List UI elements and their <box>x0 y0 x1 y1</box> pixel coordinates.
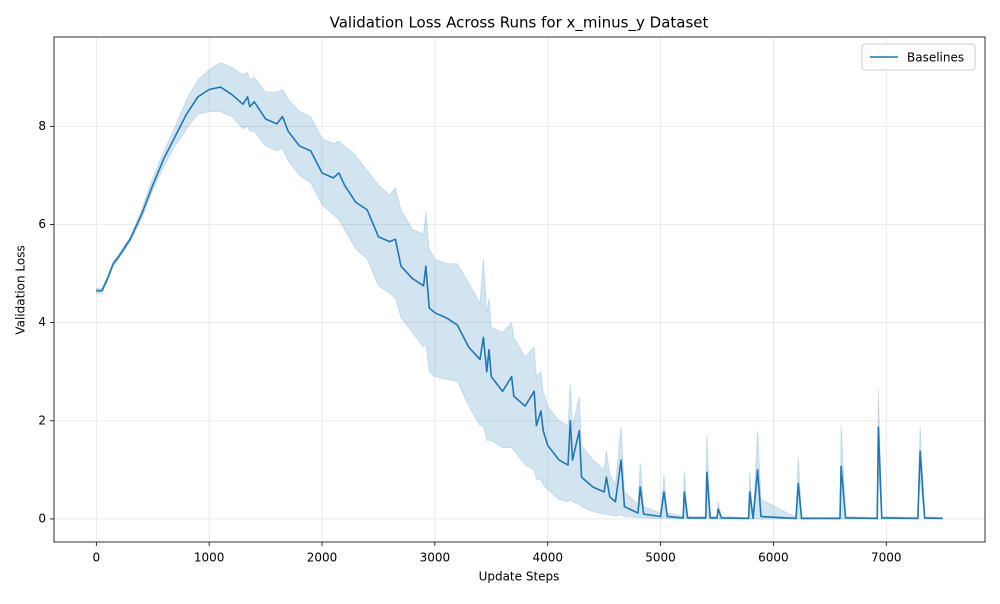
plot-frame <box>53 36 986 543</box>
x-tick-label: 2000 <box>307 551 338 565</box>
y-tick-label: 4 <box>38 315 46 329</box>
x-tick-label: 4000 <box>532 551 563 565</box>
y-tick-label: 0 <box>38 511 46 525</box>
x-tick-label: 1000 <box>194 551 225 565</box>
x-tick-label: 7000 <box>871 551 902 565</box>
x-tick-label: 5000 <box>645 551 676 565</box>
legend-box <box>861 43 976 71</box>
y-axis-label: Validation Loss <box>14 245 28 334</box>
y-tick-label: 2 <box>38 413 46 427</box>
chart-title: Validation Loss Across Runs for x_minus_… <box>330 14 709 33</box>
x-tick-label: 3000 <box>420 551 451 565</box>
x-axis-label: Update Steps <box>479 570 560 584</box>
x-tick-label: 6000 <box>758 551 789 565</box>
legend-label: Baselines <box>907 51 964 65</box>
line <box>96 86 943 520</box>
x-tick-label: 0 <box>92 551 100 565</box>
band <box>95 62 944 520</box>
y-tick-label: 8 <box>38 119 46 133</box>
y-tick-label: 6 <box>38 217 46 231</box>
